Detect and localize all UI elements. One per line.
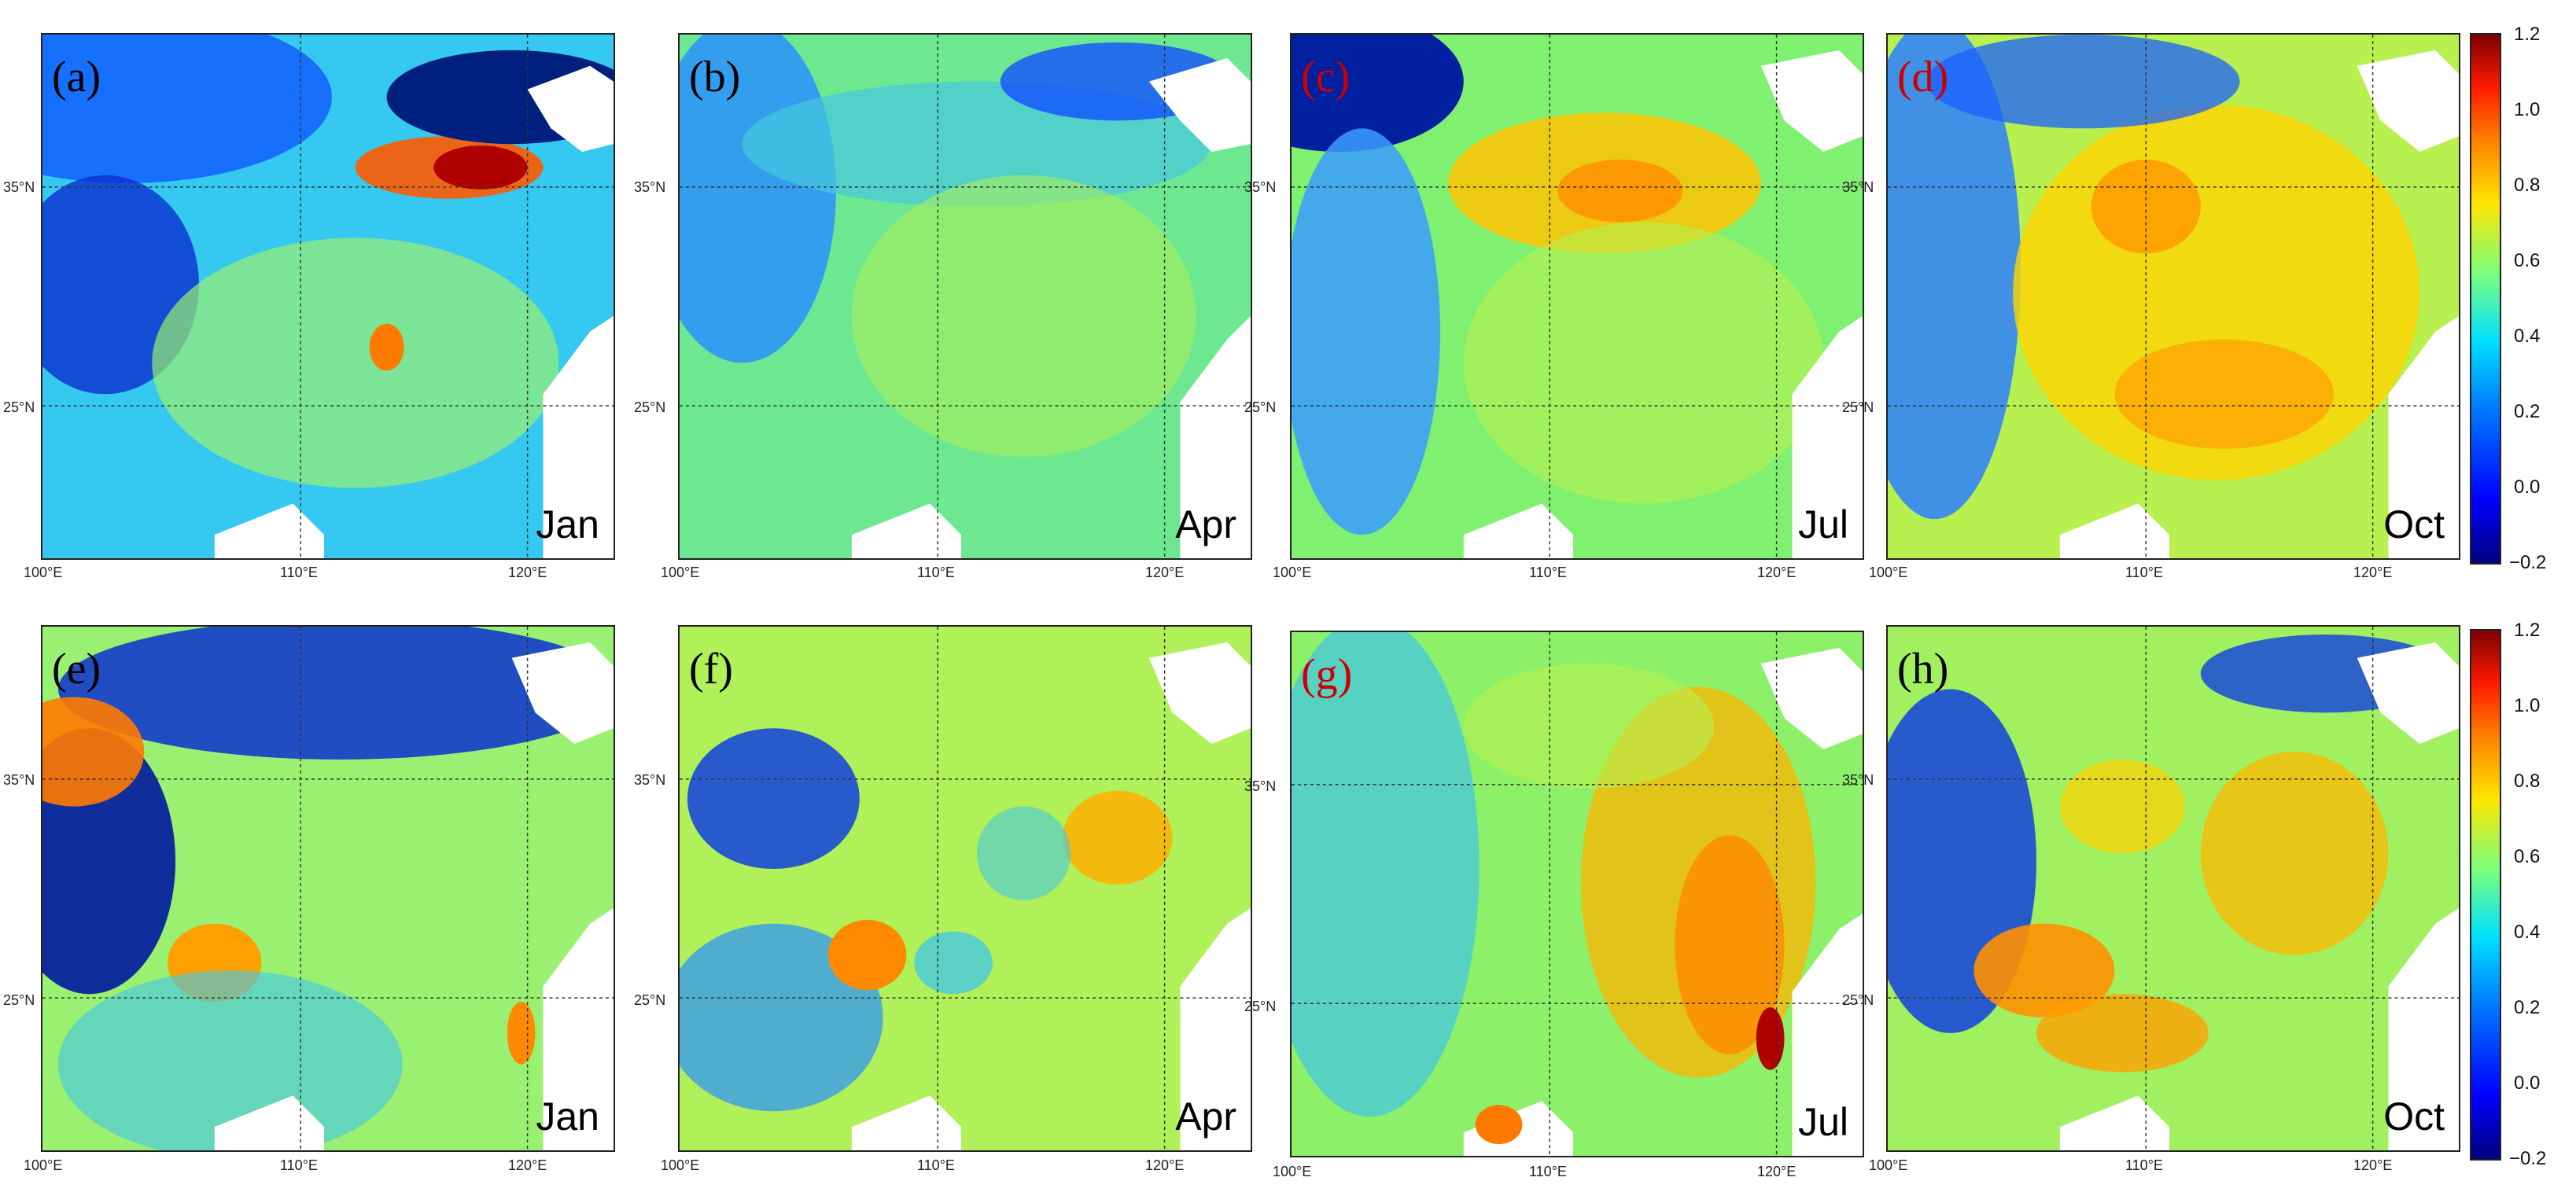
heatmap-f — [680, 627, 1251, 1150]
colorbar-tick: −0.2 — [2509, 552, 2547, 573]
lon-tick-110-a: 110°E — [280, 565, 318, 580]
map-panel-c: (c) Jul — [1290, 33, 1864, 560]
lon-tick-120-g: 120°E — [1757, 1164, 1797, 1179]
lon-tick-100-c: 100°E — [1273, 565, 1312, 580]
month-label: Jul — [1798, 502, 1848, 546]
lon-tick-110-b: 110°E — [917, 565, 955, 580]
map-panel-a: (a) Jan — [41, 33, 615, 560]
month-label: Oct — [2383, 1094, 2445, 1139]
lat-tick-25-d: 25°N — [1842, 399, 1874, 415]
map-panel-g: (g) Jul — [1290, 631, 1864, 1157]
colorbar-tick: 0.4 — [2514, 922, 2541, 943]
lon-tick-120-d: 120°E — [2353, 565, 2393, 580]
lat-tick-35-g: 35°N — [1244, 778, 1277, 794]
colorbar-tick: 1.2 — [2514, 620, 2541, 641]
lon-tick-100-g: 100°E — [1273, 1164, 1312, 1179]
colorbar-bottom — [2470, 629, 2501, 1161]
panel-label: (h) — [1897, 645, 1949, 693]
lon-tick-100-b: 100°E — [661, 565, 700, 580]
lon-tick-120-a: 120°E — [508, 565, 547, 580]
lon-tick-110-g: 110°E — [1529, 1164, 1567, 1179]
lat-tick-35-e: 35°N — [3, 772, 35, 788]
colorbar-tick: 0.4 — [2514, 326, 2541, 347]
colorbar-tick: 0.2 — [2514, 997, 2541, 1018]
lon-tick-100-f: 100°E — [661, 1157, 700, 1173]
month-label: Oct — [2383, 502, 2445, 546]
panel-label: (a) — [52, 53, 101, 101]
lat-tick-25-b: 25°N — [634, 399, 666, 415]
map-panel-b: (b) Apr — [678, 33, 1252, 560]
lat-tick-25-g: 25°N — [1244, 999, 1277, 1014]
panel-label: (d) — [1897, 53, 1949, 101]
lat-tick-25-a: 25°N — [3, 399, 35, 415]
month-label: Jan — [536, 502, 599, 546]
lat-tick-35-b: 35°N — [634, 179, 666, 195]
lat-tick-35-d: 35°N — [1842, 179, 1874, 195]
map-panel-d: (d) Oct — [1886, 33, 2460, 560]
heatmap-b — [680, 35, 1251, 558]
lat-tick-35-c: 35°N — [1244, 179, 1277, 195]
colorbar-tick: 0.0 — [2514, 476, 2541, 498]
lat-tick-25-h: 25°N — [1842, 992, 1874, 1008]
panel-label: (c) — [1301, 53, 1351, 101]
colorbar-tick: 1.0 — [2514, 695, 2541, 716]
colorbar-tick: 0.2 — [2514, 401, 2541, 422]
map-panel-f: (f) Apr — [678, 625, 1252, 1152]
colorbar-tick: 0.8 — [2514, 175, 2541, 196]
lon-tick-100-h: 100°E — [1869, 1157, 1908, 1173]
month-label: Jul — [1798, 1100, 1848, 1144]
lon-tick-110-c: 110°E — [1529, 565, 1567, 580]
colorbar-tick: 0.6 — [2514, 250, 2541, 271]
heatmap-h — [1888, 627, 2459, 1150]
colorbar-tick: 1.0 — [2514, 99, 2541, 120]
map-panel-e: (e) Jan — [41, 625, 615, 1152]
lon-tick-100-e: 100°E — [24, 1157, 63, 1173]
heatmap-e — [42, 627, 614, 1150]
lon-tick-110-f: 110°E — [917, 1157, 955, 1173]
lat-tick-35-h: 35°N — [1842, 772, 1874, 788]
lat-tick-25-c: 25°N — [1244, 399, 1277, 415]
lat-tick-35-f: 35°N — [634, 772, 666, 788]
lon-tick-120-f: 120°E — [1145, 1157, 1185, 1173]
lon-tick-110-h: 110°E — [2125, 1157, 2163, 1173]
lon-tick-120-b: 120°E — [1145, 565, 1185, 580]
month-label: Apr — [1175, 502, 1236, 546]
colorbar-tick: −0.2 — [2509, 1148, 2547, 1169]
lon-tick-100-d: 100°E — [1869, 565, 1908, 580]
panel-label: (b) — [689, 53, 741, 101]
lon-tick-110-e: 110°E — [280, 1157, 318, 1173]
panel-label: (e) — [52, 645, 101, 693]
heatmap-d — [1888, 35, 2459, 558]
map-panel-h: (h) Oct — [1886, 625, 2460, 1152]
colorbar-tick: 0.6 — [2514, 846, 2541, 867]
heatmap-g — [1292, 632, 1863, 1156]
lat-tick-35-a: 35°N — [3, 179, 35, 195]
panel-label: (g) — [1301, 650, 1353, 699]
colorbar-tick: 1.2 — [2514, 24, 2541, 45]
month-label: Jan — [536, 1094, 599, 1139]
heatmap-c — [1292, 35, 1863, 558]
lon-tick-100-a: 100°E — [24, 565, 63, 580]
colorbar-tick: 0.0 — [2514, 1072, 2541, 1094]
lat-tick-25-e: 25°N — [3, 992, 35, 1008]
lon-tick-110-d: 110°E — [2125, 565, 2163, 580]
colorbar-top — [2470, 33, 2501, 565]
month-label: Apr — [1175, 1094, 1236, 1139]
colorbar-tick: 0.8 — [2514, 771, 2541, 792]
lon-tick-120-h: 120°E — [2353, 1157, 2393, 1173]
lon-tick-120-e: 120°E — [508, 1157, 547, 1173]
lon-tick-120-c: 120°E — [1757, 565, 1797, 580]
lat-tick-25-f: 25°N — [634, 992, 666, 1008]
panel-label: (f) — [689, 645, 733, 693]
heatmap-a — [42, 35, 614, 558]
